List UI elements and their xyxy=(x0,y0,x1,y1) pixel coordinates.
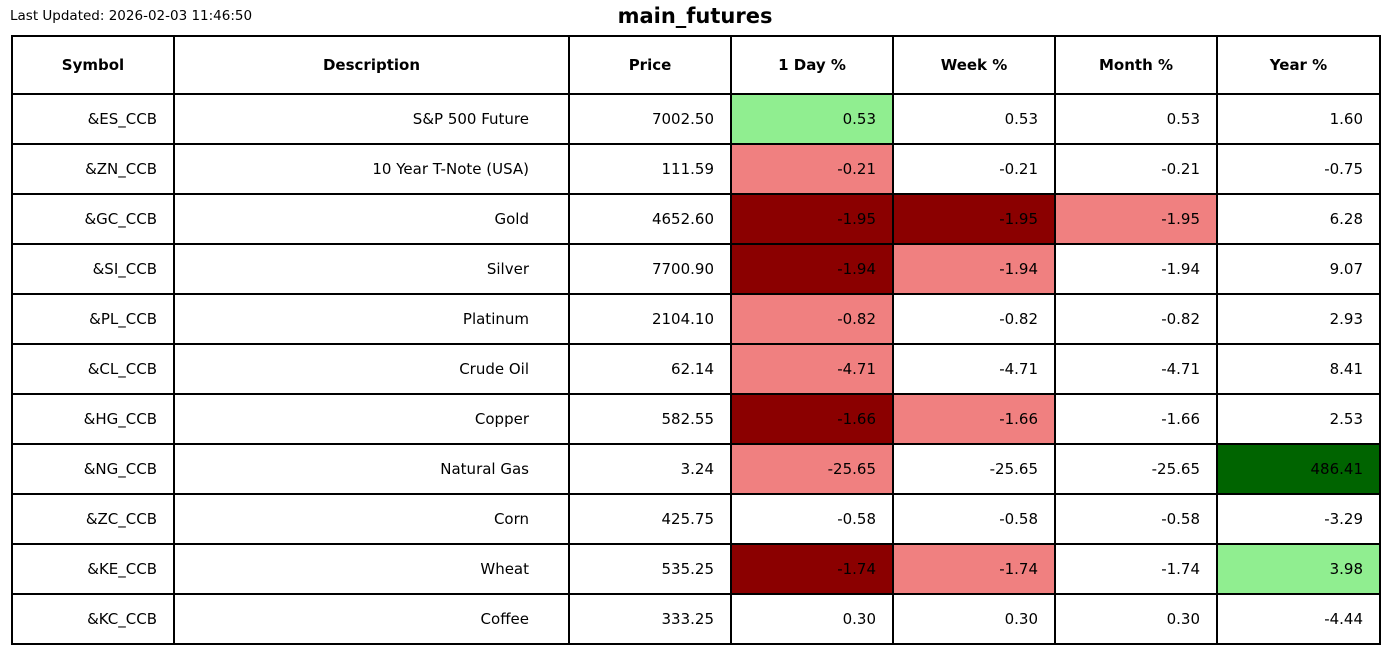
symbol-cell: &KC_CCB xyxy=(11,593,175,645)
year-pct-cell: 3.98 xyxy=(1216,543,1381,595)
week-pct-cell: -25.65 xyxy=(892,443,1056,495)
day-pct-cell: 0.30 xyxy=(730,593,894,645)
month-pct-cell: -1.95 xyxy=(1054,193,1218,245)
year-pct-cell: -0.75 xyxy=(1216,143,1381,195)
symbol-cell: &NG_CCB xyxy=(11,443,175,495)
description-cell: 10 Year T-Note (USA) xyxy=(173,143,570,195)
description-cell: Gold xyxy=(173,193,570,245)
price-cell: 2104.10 xyxy=(568,293,732,345)
table-row: &KE_CCB Wheat 535.25 -1.74 -1.74 -1.74 3… xyxy=(11,543,1381,595)
symbol-cell: &ZC_CCB xyxy=(11,493,175,545)
col-header-week-pct: Week % xyxy=(892,35,1056,95)
description-cell: Silver xyxy=(173,243,570,295)
year-pct-cell: 9.07 xyxy=(1216,243,1381,295)
month-pct-cell: -25.65 xyxy=(1054,443,1218,495)
month-pct-cell: -1.66 xyxy=(1054,393,1218,445)
symbol-cell: &ES_CCB xyxy=(11,93,175,145)
day-pct-cell: -25.65 xyxy=(730,443,894,495)
day-pct-cell: -1.94 xyxy=(730,243,894,295)
week-pct-cell: 0.53 xyxy=(892,93,1056,145)
day-pct-cell: -0.58 xyxy=(730,493,894,545)
description-cell: Coffee xyxy=(173,593,570,645)
table-row: &KC_CCB Coffee 333.25 0.30 0.30 0.30 -4.… xyxy=(11,593,1381,645)
week-pct-cell: -1.74 xyxy=(892,543,1056,595)
week-pct-cell: -1.95 xyxy=(892,193,1056,245)
month-pct-cell: -0.58 xyxy=(1054,493,1218,545)
table-row: &CL_CCB Crude Oil 62.14 -4.71 -4.71 -4.7… xyxy=(11,343,1381,395)
day-pct-cell: -1.74 xyxy=(730,543,894,595)
month-pct-cell: -1.94 xyxy=(1054,243,1218,295)
price-cell: 62.14 xyxy=(568,343,732,395)
col-header-description: Description xyxy=(173,35,570,95)
symbol-cell: &SI_CCB xyxy=(11,243,175,295)
description-cell: Wheat xyxy=(173,543,570,595)
day-pct-cell: -1.66 xyxy=(730,393,894,445)
year-pct-cell: 1.60 xyxy=(1216,93,1381,145)
price-cell: 3.24 xyxy=(568,443,732,495)
table-row: &ES_CCB S&P 500 Future 7002.50 0.53 0.53… xyxy=(11,93,1381,145)
year-pct-cell: -4.44 xyxy=(1216,593,1381,645)
week-pct-cell: 0.30 xyxy=(892,593,1056,645)
year-pct-cell: 2.93 xyxy=(1216,293,1381,345)
month-pct-cell: -4.71 xyxy=(1054,343,1218,395)
week-pct-cell: -1.66 xyxy=(892,393,1056,445)
symbol-cell: &GC_CCB xyxy=(11,193,175,245)
day-pct-cell: -4.71 xyxy=(730,343,894,395)
col-header-year-pct: Year % xyxy=(1216,35,1381,95)
month-pct-cell: 0.30 xyxy=(1054,593,1218,645)
month-pct-cell: 0.53 xyxy=(1054,93,1218,145)
table-row: &HG_CCB Copper 582.55 -1.66 -1.66 -1.66 … xyxy=(11,393,1381,445)
day-pct-cell: -0.21 xyxy=(730,143,894,195)
price-cell: 535.25 xyxy=(568,543,732,595)
description-cell: Platinum xyxy=(173,293,570,345)
last-updated-label: Last Updated: 2026-02-03 11:46:50 xyxy=(10,8,253,24)
year-pct-cell: -3.29 xyxy=(1216,493,1381,545)
table-row: &ZC_CCB Corn 425.75 -0.58 -0.58 -0.58 -3… xyxy=(11,493,1381,545)
symbol-cell: &KE_CCB xyxy=(11,543,175,595)
symbol-cell: &ZN_CCB xyxy=(11,143,175,195)
description-cell: Natural Gas xyxy=(173,443,570,495)
year-pct-cell: 8.41 xyxy=(1216,343,1381,395)
table-row: &PL_CCB Platinum 2104.10 -0.82 -0.82 -0.… xyxy=(11,293,1381,345)
col-header-day-pct: 1 Day % xyxy=(730,35,894,95)
symbol-cell: &CL_CCB xyxy=(11,343,175,395)
month-pct-cell: -0.82 xyxy=(1054,293,1218,345)
header-row: Symbol Description Price 1 Day % Week % … xyxy=(11,35,1381,95)
day-pct-cell: -1.95 xyxy=(730,193,894,245)
price-cell: 4652.60 xyxy=(568,193,732,245)
price-cell: 333.25 xyxy=(568,593,732,645)
description-cell: Copper xyxy=(173,393,570,445)
symbol-cell: &HG_CCB xyxy=(11,393,175,445)
week-pct-cell: -0.82 xyxy=(892,293,1056,345)
page-title: main_futures xyxy=(617,4,773,28)
table-row: &ZN_CCB 10 Year T-Note (USA) 111.59 -0.2… xyxy=(11,143,1381,195)
day-pct-cell: -0.82 xyxy=(730,293,894,345)
year-pct-cell: 2.53 xyxy=(1216,393,1381,445)
table-row: &NG_CCB Natural Gas 3.24 -25.65 -25.65 -… xyxy=(11,443,1381,495)
price-cell: 582.55 xyxy=(568,393,732,445)
col-header-price: Price xyxy=(568,35,732,95)
price-cell: 425.75 xyxy=(568,493,732,545)
futures-table: Symbol Description Price 1 Day % Week % … xyxy=(11,35,1381,645)
table-row: &SI_CCB Silver 7700.90 -1.94 -1.94 -1.94… xyxy=(11,243,1381,295)
week-pct-cell: -1.94 xyxy=(892,243,1056,295)
col-header-month-pct: Month % xyxy=(1054,35,1218,95)
col-header-symbol: Symbol xyxy=(11,35,175,95)
description-cell: S&P 500 Future xyxy=(173,93,570,145)
week-pct-cell: -4.71 xyxy=(892,343,1056,395)
month-pct-cell: -0.21 xyxy=(1054,143,1218,195)
week-pct-cell: -0.21 xyxy=(892,143,1056,195)
week-pct-cell: -0.58 xyxy=(892,493,1056,545)
description-cell: Crude Oil xyxy=(173,343,570,395)
symbol-cell: &PL_CCB xyxy=(11,293,175,345)
description-cell: Corn xyxy=(173,493,570,545)
price-cell: 7700.90 xyxy=(568,243,732,295)
year-pct-cell: 6.28 xyxy=(1216,193,1381,245)
price-cell: 7002.50 xyxy=(568,93,732,145)
table-row: &GC_CCB Gold 4652.60 -1.95 -1.95 -1.95 6… xyxy=(11,193,1381,245)
month-pct-cell: -1.74 xyxy=(1054,543,1218,595)
year-pct-cell: 486.41 xyxy=(1216,443,1381,495)
day-pct-cell: 0.53 xyxy=(730,93,894,145)
price-cell: 111.59 xyxy=(568,143,732,195)
